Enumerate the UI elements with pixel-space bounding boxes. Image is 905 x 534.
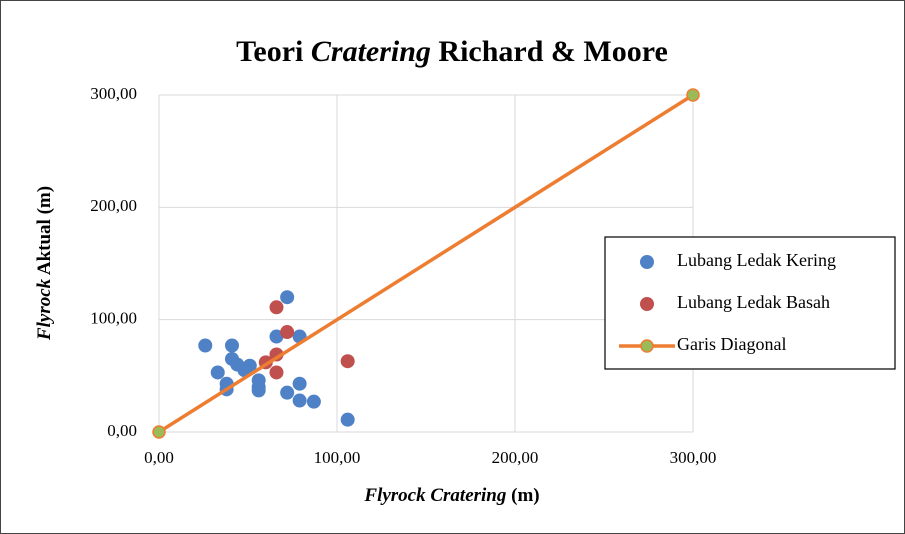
- y-tick-label: 100,00: [90, 309, 137, 328]
- x-tick-label: 200,00: [492, 448, 539, 467]
- point: [269, 347, 284, 362]
- x-tick-label: 100,00: [314, 448, 361, 467]
- y-axis-label: Flyrock Aktual (m): [34, 186, 55, 341]
- legend-marker: [640, 297, 654, 311]
- point: [340, 354, 355, 369]
- y-tick-label: 200,00: [90, 196, 137, 215]
- point: [280, 290, 295, 305]
- point: [686, 88, 700, 102]
- chart-title: Teori Cratering Richard & Moore: [236, 35, 668, 68]
- point: [269, 365, 284, 380]
- y-tick-label: 300,00: [90, 84, 137, 103]
- x-axis-label: Flyrock Cratering (m): [363, 485, 539, 506]
- legend-label: Garis Diagonal: [677, 334, 786, 354]
- point: [269, 300, 284, 315]
- x-axis-label-part: Flyrock Cratering: [363, 485, 506, 506]
- title-part: Cratering: [311, 35, 431, 68]
- point: [152, 425, 166, 439]
- diagonal-line: [158, 93, 694, 434]
- y-axis-label-part: Flyrock: [34, 278, 55, 341]
- x-axis-label-part: (m): [511, 485, 539, 506]
- point: [224, 338, 239, 353]
- point: [198, 338, 213, 353]
- x-tick-label: 0,00: [144, 448, 174, 467]
- legend-marker: [640, 255, 654, 269]
- x-tick-label: 300,00: [670, 448, 717, 467]
- legend-marker: [640, 339, 654, 353]
- title-part: Richard & Moore: [438, 35, 667, 68]
- y-axis-label-part: Aktual (m): [34, 186, 55, 275]
- point: [210, 365, 225, 380]
- point: [306, 394, 321, 409]
- point: [280, 325, 295, 340]
- y-tick-label: 0,00: [107, 421, 137, 440]
- point: [242, 358, 257, 373]
- point: [280, 385, 295, 400]
- point: [340, 412, 355, 427]
- legend: Lubang Ledak Kering Lubang Ledak Basah Gar…: [604, 236, 896, 370]
- legend-label: Lubang Ledak Basah: [677, 292, 830, 312]
- point: [292, 393, 307, 408]
- legend-label: Lubang Ledak Kering: [677, 250, 836, 270]
- plot-area: [152, 88, 700, 439]
- point: [251, 383, 266, 398]
- point: [269, 329, 284, 344]
- title-part: Teori: [236, 35, 303, 68]
- point: [292, 376, 307, 391]
